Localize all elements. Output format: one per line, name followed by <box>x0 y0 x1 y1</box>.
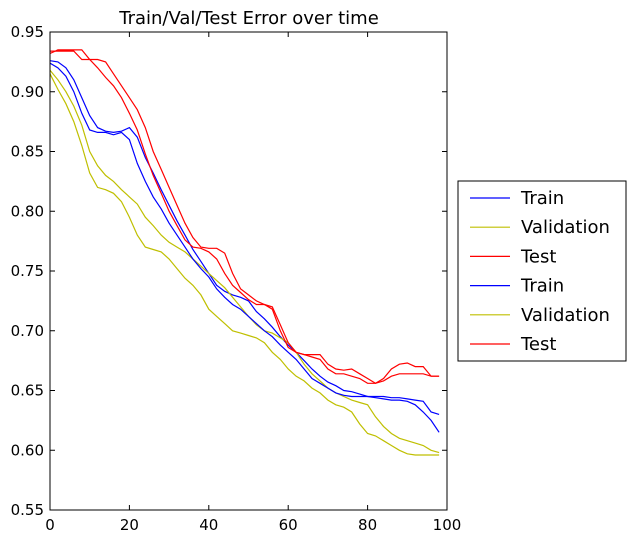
series-line-3-test <box>49 49 440 385</box>
y-tick-label: 0.75 <box>11 262 44 280</box>
legend-label: Validation <box>521 217 610 238</box>
x-tick-label: 20 <box>120 516 139 534</box>
series-line-6-test <box>50 50 440 384</box>
y-tick-label: 0.65 <box>11 382 44 400</box>
x-tick-label: 0 <box>45 516 55 534</box>
series-line-2-validation <box>49 69 440 454</box>
series-line-4-train <box>49 62 440 433</box>
legend: Train Validation Test Train Validation Test <box>457 180 627 362</box>
y-tick-label: 0.55 <box>11 501 44 519</box>
ticks-layer: 0 20 40 60 80 100 0.55 0.60 0.65 0.70 0.75 0.80 0.85… <box>11 23 462 534</box>
series-layer <box>49 49 440 456</box>
legend-label: Test <box>520 246 556 267</box>
y-tick-label: 0.95 <box>11 23 44 41</box>
x-tick-label: 100 <box>433 516 462 534</box>
plot-frame <box>49 31 448 511</box>
x-tick-label: 60 <box>279 516 298 534</box>
y-tick-label: 0.80 <box>11 202 44 220</box>
legend-label: Validation <box>521 305 610 326</box>
legend-box <box>457 180 627 362</box>
legend-label: Test <box>520 334 556 355</box>
y-tick-label: 0.85 <box>11 143 44 161</box>
x-tick-label: 40 <box>199 516 218 534</box>
series-line-1-train <box>49 60 440 415</box>
x-tick-label: 80 <box>358 516 377 534</box>
series-line-5-validation <box>49 73 440 456</box>
legend-label: Train <box>520 188 564 209</box>
y-tick-label: 0.70 <box>11 322 44 340</box>
y-tick-label: 0.60 <box>11 441 44 459</box>
chart-title: Train/Val/Test Error over time <box>118 8 379 29</box>
y-tick-label: 0.90 <box>11 83 44 101</box>
legend-label: Train <box>520 276 564 297</box>
